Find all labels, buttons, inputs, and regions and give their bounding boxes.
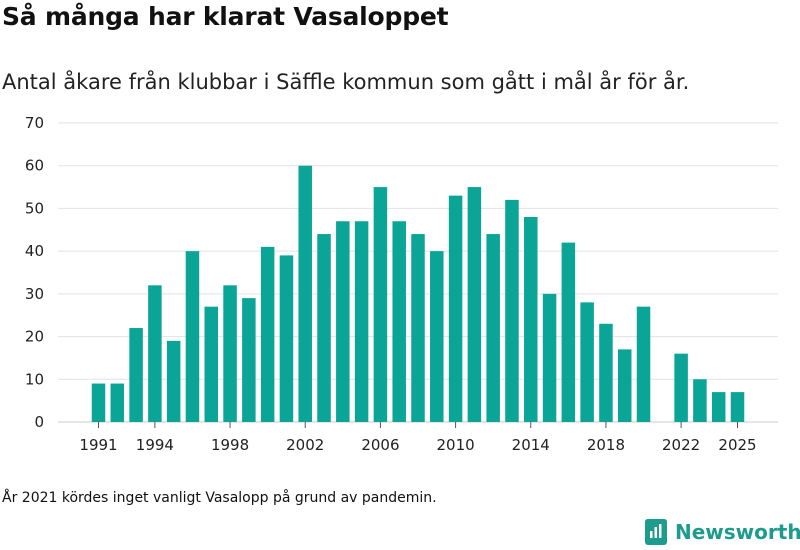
brand-name: Newsworthy [675, 520, 800, 544]
bar [505, 199, 519, 422]
footnote: År 2021 kördes inget vanligt Vasalopp på… [2, 490, 437, 506]
bar [599, 323, 613, 422]
x-tick-label: 2018 [587, 436, 625, 454]
bar [730, 392, 745, 422]
bar [223, 285, 237, 422]
bar [430, 251, 444, 422]
bar [166, 340, 181, 422]
bar [279, 255, 294, 422]
bar [542, 293, 557, 422]
bar [448, 195, 463, 422]
bar [242, 298, 256, 422]
bar [467, 187, 482, 422]
bar [486, 234, 500, 422]
x-tick-label: 2014 [512, 436, 550, 454]
bar [561, 242, 576, 422]
y-tick-label: 10 [25, 370, 44, 388]
bar [260, 246, 275, 422]
bar [617, 349, 632, 422]
brand-logo[interactable]: Newsworthy [645, 519, 800, 545]
bar [524, 216, 538, 422]
x-tick-label: 2002 [286, 436, 324, 454]
bar-chart: 0 10 20 30 40 50 60 70 1991 1994 1998 2002 2006 2010 2… [25, 114, 778, 454]
y-tick-label: 20 [25, 328, 44, 346]
bar [354, 221, 369, 422]
y-tick-label: 60 [25, 157, 44, 175]
x-tick-label: 2022 [662, 436, 700, 454]
y-tick-label: 50 [25, 199, 44, 217]
bar [129, 328, 143, 422]
chart-subtitle: Antal åkare från klubbar i Säffle kommun… [2, 70, 690, 94]
bar [185, 251, 200, 422]
bar [580, 302, 594, 422]
bar [373, 187, 388, 422]
bar [336, 221, 350, 422]
bar [91, 383, 106, 422]
x-tick-label: 1994 [136, 436, 174, 454]
y-tick-label: 30 [25, 285, 44, 303]
bar [204, 306, 219, 422]
y-tick-label: 0 [34, 413, 44, 431]
bar [298, 165, 312, 422]
bar [411, 234, 425, 422]
bar [674, 353, 688, 422]
chart-title: Så många har klarat Vasaloppet [2, 2, 449, 31]
bar [317, 234, 331, 422]
x-tick-label: 2006 [361, 436, 399, 454]
x-tick-label: 1998 [211, 436, 249, 454]
x-tick-label: 2025 [718, 436, 756, 454]
y-tick-label: 40 [25, 242, 44, 260]
bar [392, 221, 406, 422]
bar [693, 379, 707, 422]
x-tick-label: 2010 [436, 436, 474, 454]
bar [110, 383, 125, 422]
newsworthy-logo-icon [645, 519, 667, 545]
bar [148, 285, 162, 422]
bar [636, 306, 651, 422]
x-tick-label: 1991 [79, 436, 117, 454]
bar [711, 392, 726, 422]
y-tick-label: 70 [25, 114, 44, 132]
